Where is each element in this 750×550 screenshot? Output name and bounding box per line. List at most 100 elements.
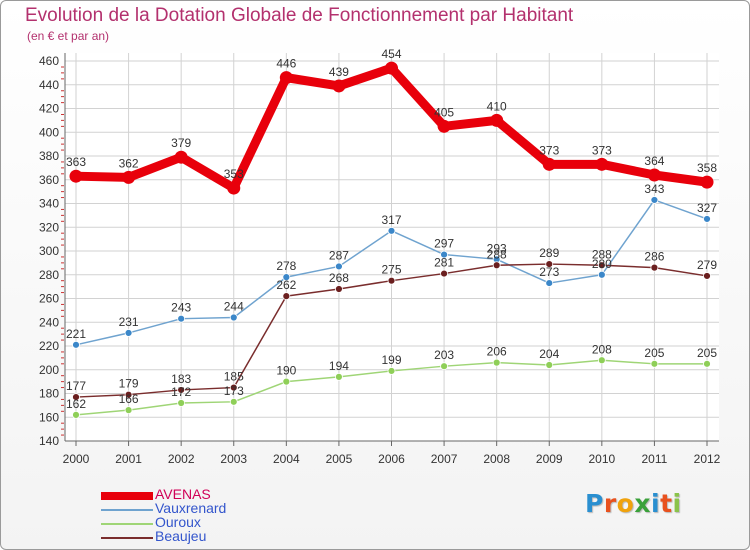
data-label: 405 [434,105,454,119]
data-point [229,397,238,406]
y-tick-label: 160 [39,410,59,424]
data-label: 208 [592,342,612,356]
data-label: 268 [329,271,349,285]
chart-subtitle: (en € et par an) [27,29,110,43]
y-tick-label: 300 [39,244,59,258]
data-label: 373 [592,143,612,157]
x-tick-label: 2005 [326,452,353,466]
y-tick-label: 200 [39,363,59,377]
data-point [177,314,186,323]
data-point [440,362,448,371]
x-tick-label: 2010 [588,452,615,466]
data-label: 454 [381,47,401,61]
data-point [335,372,343,381]
data-point [177,399,186,407]
data-point [124,390,133,399]
data-label: 166 [119,392,139,406]
data-label: 199 [381,353,401,367]
x-tick-label: 2002 [168,452,195,466]
data-label: 288 [487,247,507,261]
data-point [437,119,451,133]
data-label: 177 [66,379,86,393]
data-label: 343 [644,182,664,196]
data-point [69,169,83,183]
x-tick-label: 2006 [378,452,405,466]
data-point [647,168,661,182]
data-point [124,329,133,337]
data-label: 262 [276,278,296,292]
data-label: 205 [644,346,664,360]
data-point [72,410,80,419]
data-point [385,61,398,75]
data-label: 293 [487,241,507,255]
data-point [545,279,554,287]
data-label: 205 [697,346,717,360]
data-point [72,393,80,401]
data-label: 185 [224,370,244,384]
data-label: 275 [381,263,401,277]
data-point [492,261,501,270]
data-label: 244 [224,300,244,314]
data-point [387,276,396,285]
data-point [490,113,504,127]
data-point [229,383,238,392]
x-tick-label: 2012 [694,452,721,466]
y-tick-label: 400 [39,125,59,139]
y-tick-label: 380 [39,149,59,163]
data-label: 221 [66,327,86,341]
data-point [542,157,556,171]
data-point [703,215,711,223]
y-tick-label: 180 [39,387,59,401]
data-point [440,269,448,278]
y-tick-label: 440 [39,78,59,92]
x-tick-label: 2003 [220,452,247,466]
data-point [387,367,396,375]
data-point [595,157,609,171]
data-point [597,270,606,279]
data-point [332,79,346,93]
data-label: 289 [539,246,559,260]
data-label: 379 [171,136,191,150]
data-label: 173 [224,384,244,398]
data-point [335,262,343,271]
data-label: 287 [329,248,349,262]
data-label: 206 [487,345,507,359]
x-tick-label: 2008 [483,452,510,466]
data-point [282,273,291,282]
y-tick-label: 140 [39,434,59,448]
data-point [492,358,501,367]
data-point [387,226,396,235]
x-tick-label: 2007 [431,452,458,466]
legend-swatch [101,537,153,539]
data-point [545,260,554,268]
y-tick-label: 360 [39,173,59,187]
legend-swatch [101,509,153,511]
data-label: 358 [697,161,717,175]
data-label: 179 [119,377,139,391]
data-point [335,285,343,293]
data-label: 204 [539,347,559,361]
y-tick-label: 260 [39,292,59,306]
data-point [72,340,80,349]
y-tick-label: 220 [39,339,59,353]
data-label: 183 [171,372,191,386]
data-label: 243 [171,301,191,315]
legend-swatch [101,492,153,500]
x-tick-label: 2011 [642,452,668,466]
data-label: 231 [119,315,139,329]
data-label: 439 [329,65,349,79]
legend-swatch [101,523,153,525]
data-point [279,71,293,85]
data-point [177,386,186,394]
data-label: 288 [592,247,612,261]
proxiti-logo: Proxiti [585,489,682,518]
y-tick-label: 280 [39,268,59,282]
data-point [440,250,448,259]
data-label: 446 [276,57,296,71]
data-label: 286 [644,250,664,264]
data-label: 273 [539,265,559,279]
legend-label: Ouroux [155,514,201,530]
data-point [545,361,554,369]
data-label: 362 [119,156,139,170]
